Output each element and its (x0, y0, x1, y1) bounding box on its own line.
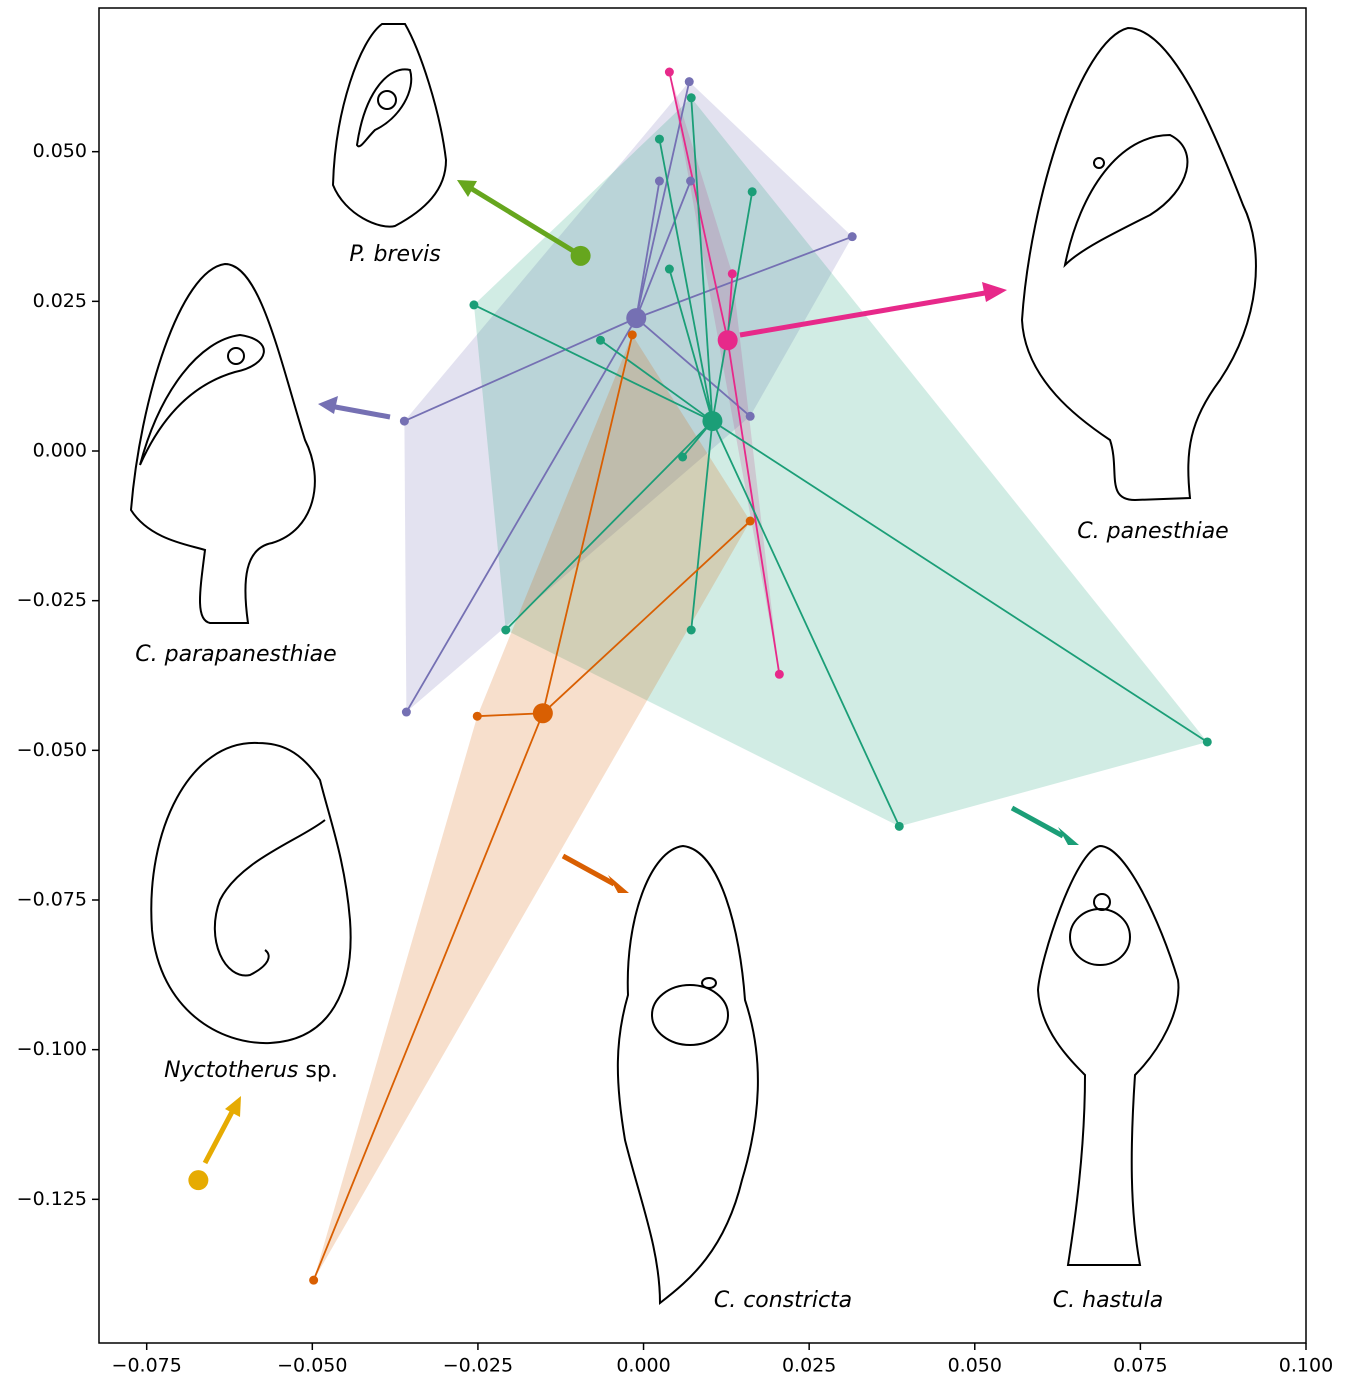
point (665, 265, 674, 274)
point (748, 187, 757, 196)
spoke (314, 713, 543, 1280)
species: parapanesthiae (164, 642, 337, 667)
point (628, 330, 637, 339)
centroid (533, 703, 553, 723)
y-tick-label: −0.100 (17, 1038, 87, 1060)
point (775, 670, 784, 679)
y-tick-label: −0.125 (17, 1188, 87, 1210)
species-label: C. constricta (714, 1288, 852, 1313)
point (655, 177, 664, 186)
centroid (188, 1170, 208, 1190)
point (895, 822, 904, 831)
species: constricta (743, 1288, 852, 1313)
point (687, 93, 696, 102)
genus: C. (1053, 1288, 1075, 1313)
point (655, 135, 664, 144)
species: sp. (305, 1058, 337, 1083)
genus: Nyctotherus (164, 1058, 298, 1083)
genus: C. (714, 1288, 736, 1313)
x-tick-label: 0.025 (782, 1355, 836, 1376)
x-tick-label: 0.050 (948, 1355, 1002, 1376)
point (678, 452, 687, 461)
chart: −0.075 −0.050 −0.025 0.000 0.025 0.050 0.075 0.… (0, 0, 1354, 1376)
point (501, 626, 510, 635)
point (402, 708, 411, 717)
species: panesthiae (1106, 519, 1229, 544)
y-tick-label: −0.025 (17, 589, 87, 611)
point (687, 626, 696, 635)
point (1203, 737, 1212, 746)
point (848, 232, 857, 241)
x-tick-label: 0.075 (1113, 1355, 1167, 1376)
species-label: C. panesthiae (1077, 519, 1228, 544)
genus: C. (135, 642, 157, 667)
point (746, 517, 755, 526)
x-tick-label: −0.075 (112, 1355, 182, 1376)
point (685, 77, 694, 86)
point (728, 269, 737, 278)
genus: P. (349, 242, 366, 267)
centroid (626, 308, 646, 328)
y-tick-label: 0.050 (33, 140, 87, 162)
x-tick-label: −0.025 (443, 1355, 513, 1376)
point (400, 417, 409, 426)
point (746, 412, 755, 421)
point (309, 1276, 318, 1285)
y-tick-label: 0.000 (33, 440, 87, 462)
centroid (718, 330, 738, 350)
y-tick-label: 0.025 (33, 290, 87, 312)
point (473, 712, 482, 721)
species: hastula (1082, 1288, 1163, 1313)
centroid (702, 411, 722, 431)
x-tick-label: −0.050 (277, 1355, 347, 1376)
point (469, 300, 478, 309)
species-label: C. hastula (1053, 1288, 1163, 1313)
y-tick-label: −0.050 (17, 739, 87, 761)
species-label: P. brevis (349, 242, 440, 267)
point (686, 177, 695, 186)
point (596, 336, 605, 345)
species-label: Nyctotherus sp. (164, 1058, 338, 1083)
species-label: C. parapanesthiae (135, 642, 336, 667)
y-tick-label: −0.075 (17, 888, 87, 910)
x-tick-label: 0.100 (1279, 1355, 1333, 1376)
genus: C. (1077, 519, 1099, 544)
point (665, 68, 674, 77)
species: brevis (374, 242, 441, 267)
x-tick-label: 0.000 (616, 1355, 670, 1376)
